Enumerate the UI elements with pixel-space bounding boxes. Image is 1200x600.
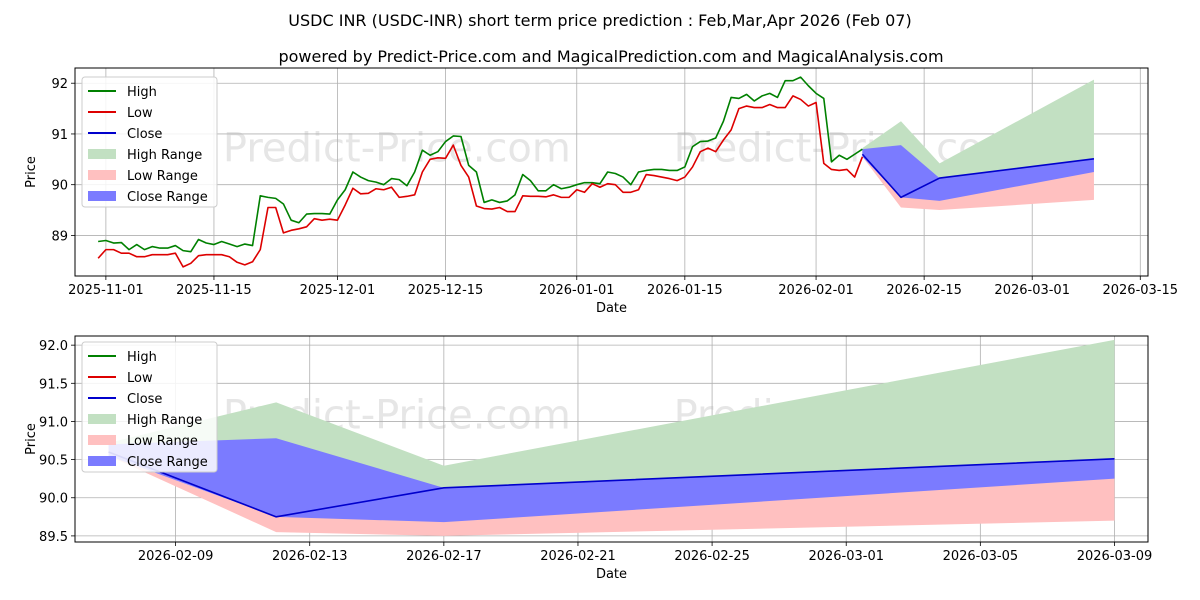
x-tick-label: 2025-12-01 xyxy=(300,283,376,298)
close-range-band xyxy=(108,438,1115,523)
legend-close-range-swatch xyxy=(88,191,116,201)
x-tick-label: 2026-03-05 xyxy=(943,549,1019,564)
x-tick-label: 2025-12-15 xyxy=(408,283,484,298)
legend-close-label: Close xyxy=(127,392,162,407)
legend-high-label: High xyxy=(127,350,157,365)
y-tick-label: 91 xyxy=(51,128,68,143)
y-axis-label: Price xyxy=(24,423,39,455)
close-price-line xyxy=(861,153,1095,199)
chart-subtitle: powered by Predict-Price.com and Magical… xyxy=(278,47,943,66)
legend-low-range-label: Low Range xyxy=(127,434,198,449)
axes-frame xyxy=(74,335,1149,543)
y-tick-label: 92 xyxy=(51,77,68,92)
legend-low-label: Low xyxy=(127,106,153,121)
x-tick-label: 2026-01-01 xyxy=(539,283,615,298)
axes-frame xyxy=(74,67,1149,277)
x-tick-label: 2026-03-01 xyxy=(994,283,1070,298)
legend-close-label: Close xyxy=(127,127,162,142)
y-tick-label: 89.5 xyxy=(39,530,68,545)
x-axis-label: Date xyxy=(596,567,627,582)
legend-low-range-swatch xyxy=(88,435,116,445)
y-tick-label: 90 xyxy=(51,179,68,194)
low-price-line xyxy=(97,95,864,268)
y-tick-label: 92.0 xyxy=(39,339,68,354)
legend-close-range-label: Close Range xyxy=(127,455,208,470)
y-tick-label: 90.0 xyxy=(39,492,68,507)
legend-high-range-swatch xyxy=(88,414,116,424)
legend-low-range-swatch xyxy=(88,170,116,180)
x-tick-label: 2026-03-09 xyxy=(1077,549,1153,564)
legend-close-range-swatch xyxy=(88,456,116,466)
x-axis-label: Date xyxy=(596,301,627,316)
y-tick-label: 91.5 xyxy=(39,377,68,392)
history-chart-panel: Predict-Price.com Predict-Price.com2025-1… xyxy=(24,67,1178,316)
legend-high-range-label: High Range xyxy=(127,413,202,428)
legend-low-range-label: Low Range xyxy=(127,169,198,184)
legend-high-range-swatch xyxy=(88,149,116,159)
legend-low-label: Low xyxy=(127,371,153,386)
legend-high-label: High xyxy=(127,85,157,100)
x-tick-label: 2026-02-17 xyxy=(406,549,482,564)
y-tick-label: 91.0 xyxy=(39,415,68,430)
forecast-chart-panel: Predict-Price.comPredict-Price.com2026-0… xyxy=(24,335,1153,582)
x-tick-label: 2026-02-15 xyxy=(886,283,962,298)
y-tick-label: 90.5 xyxy=(39,454,68,469)
legend-high-range-label: High Range xyxy=(127,148,202,163)
close-price-line xyxy=(108,451,1115,518)
y-axis-label: Price xyxy=(24,156,39,188)
x-tick-label: 2026-02-21 xyxy=(540,549,616,564)
x-tick-label: 2026-01-15 xyxy=(647,283,723,298)
x-tick-label: 2025-11-15 xyxy=(176,283,252,298)
x-tick-label: 2025-11-01 xyxy=(68,283,144,298)
y-tick-label: 89 xyxy=(51,229,68,244)
watermark-text: Predict-Price.com xyxy=(223,126,571,172)
x-tick-label: 2026-03-15 xyxy=(1102,283,1178,298)
x-tick-label: 2026-02-01 xyxy=(778,283,854,298)
x-tick-label: 2026-03-01 xyxy=(808,549,884,564)
x-tick-label: 2026-02-09 xyxy=(138,549,214,564)
x-tick-label: 2026-02-25 xyxy=(674,549,750,564)
x-tick-label: 2026-02-13 xyxy=(272,549,348,564)
chart-title: USDC INR (USDC-INR) short term price pre… xyxy=(288,11,911,30)
high-price-line xyxy=(98,76,863,253)
legend-close-range-label: Close Range xyxy=(127,190,208,205)
